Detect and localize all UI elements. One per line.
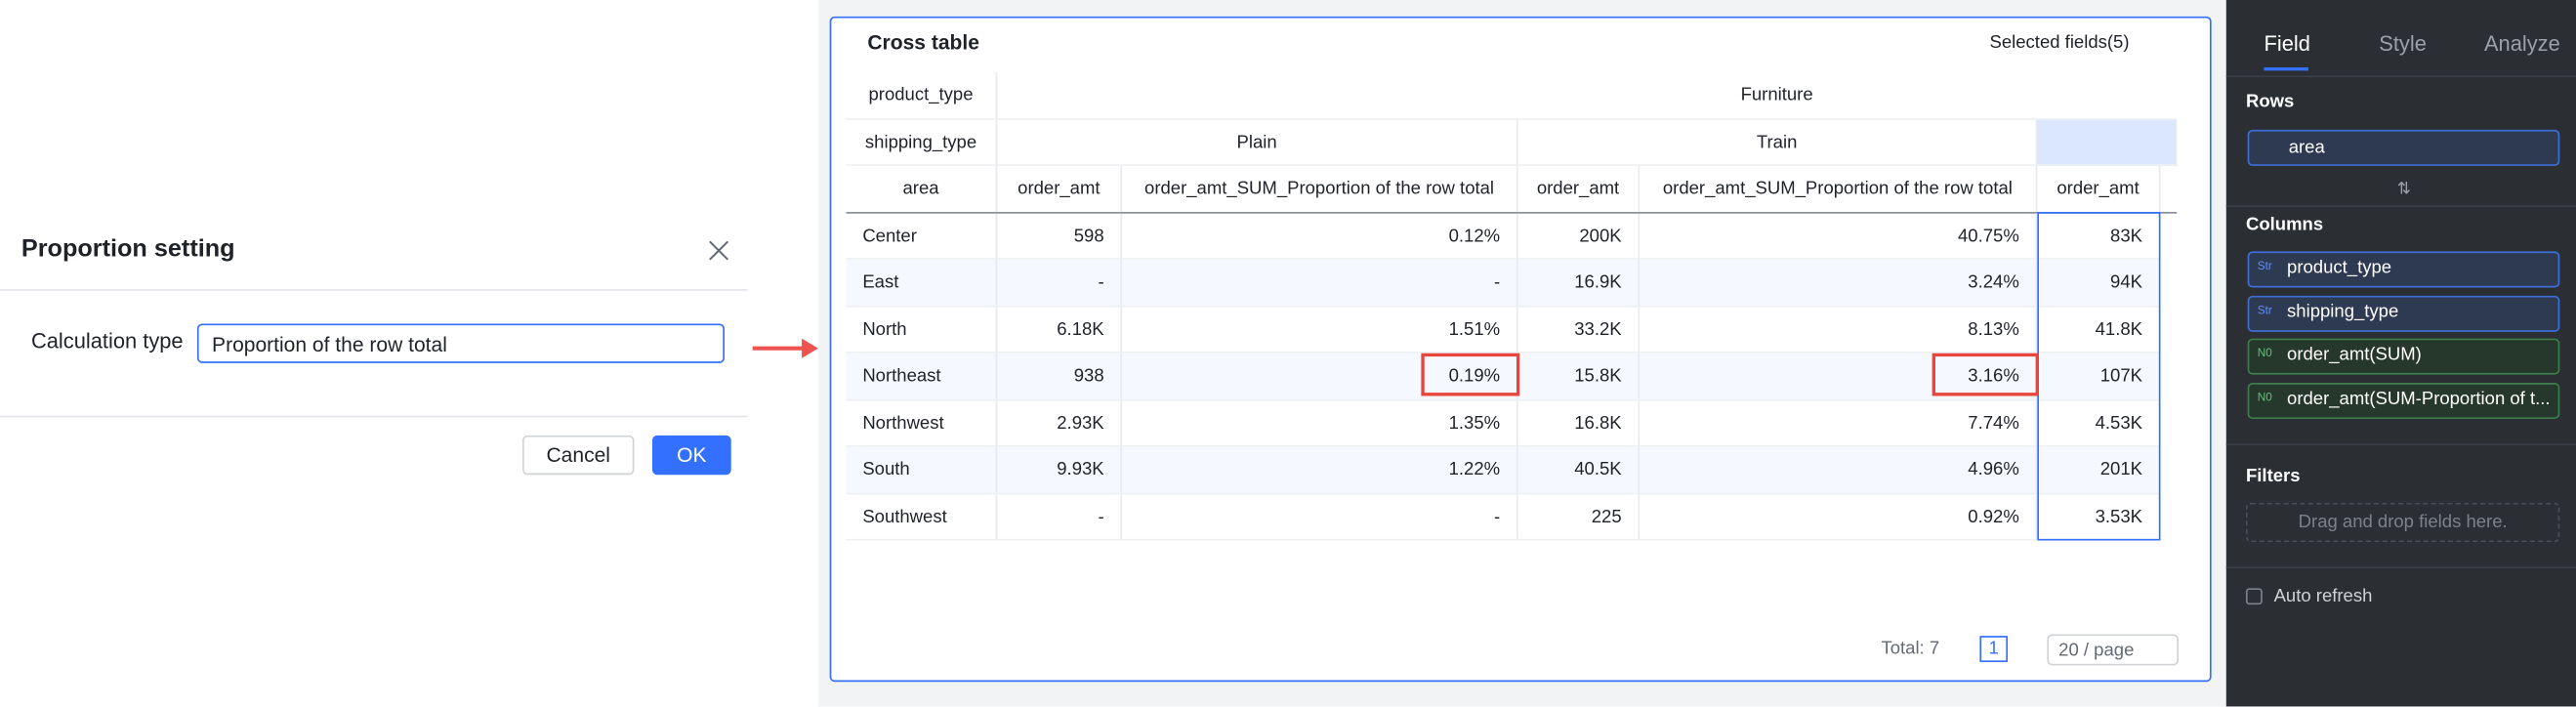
field-pill[interactable]: area: [2247, 129, 2560, 166]
selected-fields[interactable]: Selected fields(5): [1989, 32, 2130, 53]
table-cell: -: [997, 493, 1123, 541]
table-cell: 40.75%: [1640, 212, 2038, 260]
table-cell: 1.35%: [1122, 399, 1518, 447]
field-name: order_amt(SUM): [2287, 345, 2422, 366]
header-cell: order_amt: [2037, 165, 2161, 213]
sidebar: Field Style Analyze Rows Columns area ⇅ Str prod…: [2225, 0, 2576, 707]
arrow: [752, 338, 818, 358]
page-size[interactable]: 20 / page: [2047, 634, 2179, 666]
table-cell: 6.18K: [997, 306, 1123, 354]
table-cell: 3.24%: [1640, 259, 2038, 307]
tab[interactable]: Style: [2379, 30, 2427, 57]
table-cell: Northeast: [846, 353, 998, 400]
tab-underline: [2264, 66, 2308, 71]
checkbox[interactable]: [2245, 588, 2263, 605]
table-cell: 40.5K: [1517, 446, 1641, 494]
divider: [2225, 443, 2576, 445]
header-cell: Train: [1517, 118, 2038, 166]
field-name: product_type: [2287, 258, 2392, 278]
table-cell: 8.13%: [1640, 306, 2038, 354]
header-cell: Plain: [997, 118, 1518, 166]
table-cell: 200K: [1517, 212, 1641, 260]
table-cell: 938: [997, 353, 1123, 400]
table-cell: Center: [846, 212, 998, 260]
header-cell: Furniture: [997, 72, 2178, 119]
table-cell: North: [846, 306, 998, 354]
button[interactable]: OK: [651, 435, 731, 476]
header-line: [846, 211, 2178, 213]
field-pill[interactable]: [2247, 251, 2560, 288]
header-cell: order_amt: [997, 165, 1123, 213]
highlight: [1421, 353, 1520, 396]
table-cell: 1.22%: [1122, 446, 1518, 494]
table-cell: 33.2K: [1517, 306, 1641, 354]
field-tag: N0: [2257, 349, 2272, 361]
header-cell: order_amt: [1517, 165, 1641, 213]
button[interactable]: Cancel: [522, 435, 635, 476]
table-cell: East: [846, 259, 998, 307]
field-name: order_amt(SUM-Proportion of t...: [2287, 389, 2551, 410]
field-tag: Str: [2257, 305, 2272, 317]
divider: [0, 289, 748, 291]
divider: [2225, 75, 2576, 78]
select[interactable]: Proportion of the row total: [196, 323, 725, 363]
table-cell: 15.8K: [1517, 353, 1641, 400]
field-pill[interactable]: [2247, 383, 2560, 420]
table-cell: 4.96%: [1640, 446, 2038, 494]
header-cell: order_amt_SUM_Proportion of the row tota…: [1640, 165, 2038, 213]
total: Total: 7: [1881, 639, 1940, 659]
field-label: Calculation type: [30, 328, 184, 354]
table-cell: 107K: [2037, 353, 2161, 400]
table-cell: -: [1122, 259, 1518, 307]
header-cell: shipping_type: [846, 118, 998, 166]
table-cell: 0.12%: [1122, 212, 1518, 260]
table-cell: 225: [1517, 493, 1641, 541]
table-cell: -: [1122, 493, 1518, 541]
swap: ⇅: [2396, 181, 2411, 199]
tab[interactable]: Analyze: [2483, 30, 2560, 57]
field-pill[interactable]: [2247, 295, 2560, 332]
checkbox-label: Auto refresh: [2273, 586, 2373, 606]
table-cell: 3.16%: [1640, 353, 2038, 400]
page[interactable]: 1: [1979, 636, 2009, 663]
header-cell: area: [846, 165, 998, 213]
tab[interactable]: Field: [2264, 30, 2310, 57]
table-cell: 1.51%: [1122, 306, 1518, 354]
section-label: Columns: [2245, 215, 2324, 235]
table-cell: 7.74%: [1640, 399, 2038, 447]
table: product_type Furniture shipping_type Plain T…: [846, 72, 2178, 541]
table-cell: 201K: [2037, 446, 2161, 494]
table-cell: 9.93K: [997, 446, 1123, 494]
table-cell: 0.92%: [1640, 493, 2038, 541]
card: [829, 16, 2212, 683]
header-cell: order_amt_SUM_Proportion of the row tota…: [1122, 165, 1518, 213]
table-cell: 16.9K: [1517, 259, 1641, 307]
header-cell: product_type: [846, 72, 998, 119]
field-pill[interactable]: [2247, 339, 2560, 376]
table-cell: 16.8K: [1517, 399, 1641, 447]
table-cell: 0.19%: [1122, 353, 1518, 400]
divider: [2225, 205, 2576, 207]
field-tag: N0: [2257, 393, 2272, 405]
table-cell: 598: [997, 212, 1123, 260]
table-cell: -: [997, 259, 1123, 307]
drop-zone: Drag and drop fields here.: [2245, 502, 2560, 543]
section-label: Filters: [2245, 466, 2301, 487]
header-cell: [2037, 118, 2178, 166]
section-label: Rows: [2245, 92, 2295, 112]
table-cell: South: [846, 446, 998, 494]
dialog-title: Proportion setting: [21, 234, 235, 264]
table-cell: Southwest: [846, 493, 998, 541]
selected-column: [2037, 212, 2161, 541]
field-name: shipping_type: [2287, 302, 2399, 322]
table-cell: Northwest: [846, 399, 998, 447]
card-title: Cross table: [867, 30, 979, 55]
highlight: [1932, 353, 2039, 396]
divider: [2225, 566, 2576, 569]
close-icon[interactable]: [708, 240, 729, 262]
divider: [0, 415, 748, 418]
table-cell: 2.93K: [997, 399, 1123, 447]
field-tag: Str: [2257, 261, 2272, 273]
